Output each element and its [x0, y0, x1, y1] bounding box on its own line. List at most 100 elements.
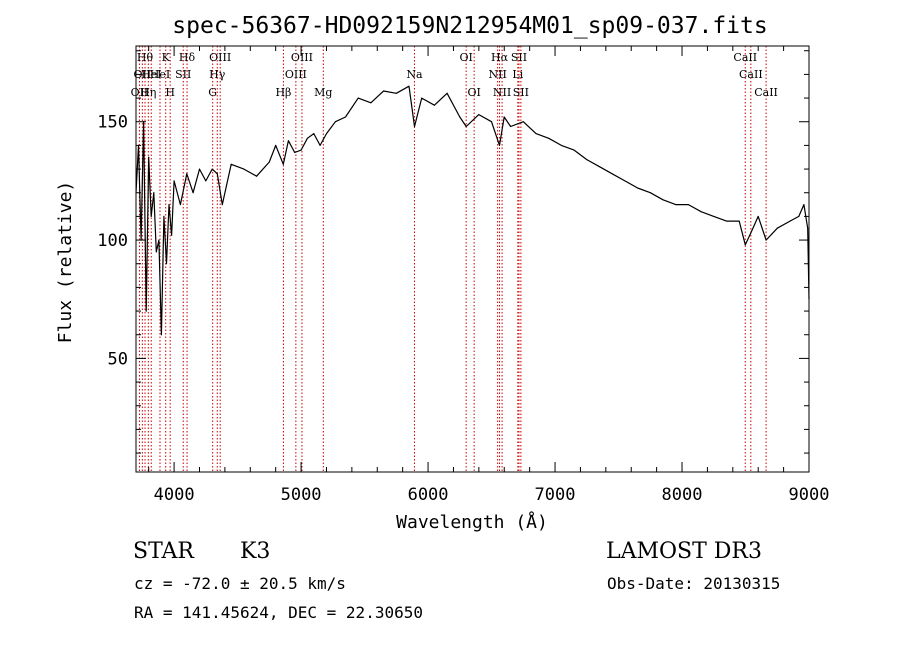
- line-marker-label-28: CaII: [754, 86, 778, 99]
- line-marker-label-26: CaII: [733, 51, 757, 64]
- axis-ticks: [136, 46, 810, 472]
- data-point-74: [750, 232, 752, 234]
- data-point-36: [326, 133, 327, 135]
- data-point-19: [199, 168, 200, 170]
- survey-name: LAMOST DR3: [606, 539, 762, 564]
- series-flux: [135, 85, 810, 336]
- data-point-41: [383, 90, 385, 92]
- line-marker-labels: OIIOIIHθHηHeIHeIKHSIIHδGHγOIIIHβOIIIOIII…: [131, 51, 778, 99]
- data-point-9: [158, 239, 160, 241]
- line-marker-label-8: SII: [175, 68, 191, 81]
- line-marker-label-21: Hα: [491, 51, 509, 64]
- data-point-38: [345, 116, 346, 118]
- data-point-44: [414, 126, 415, 127]
- data-point-26: [256, 175, 258, 177]
- data-point-78: [789, 220, 791, 222]
- line-marker-label-7: H: [165, 86, 175, 99]
- data-point-29: [282, 163, 284, 165]
- data-point-27: [268, 161, 270, 163]
- data-point-55: [522, 121, 524, 123]
- redshift-velocity: cz = -72.0 ± 20.5 km/s: [134, 574, 346, 593]
- line-marker-label-15: OIII: [291, 51, 313, 64]
- data-point-43: [408, 85, 410, 87]
- data-point-14: [171, 234, 173, 236]
- y-tick-label-1: 100: [97, 231, 128, 251]
- data-point-52: [499, 144, 500, 146]
- line-marker-label-18: OI: [459, 51, 472, 64]
- line-marker-label-2: Hθ: [137, 51, 154, 64]
- data-point-63: [624, 180, 626, 182]
- data-point-58: [560, 144, 562, 146]
- line-marker-label-16: Mg: [314, 86, 332, 99]
- line-marker-label-9: Hδ: [179, 51, 196, 64]
- line-marker-label-12: OIII: [209, 51, 231, 64]
- line-marker-label-13: Hβ: [275, 86, 291, 99]
- data-point-76: [765, 239, 767, 241]
- data-point-21: [211, 168, 213, 170]
- ra-dec-coordinates: RA = 141.45624, DEC = 22.30650: [134, 603, 423, 622]
- observation-date: Obs-Date: 20130315: [607, 574, 781, 593]
- data-point-13: [168, 204, 170, 206]
- data-point-5: [148, 156, 150, 158]
- data-point-59: [573, 149, 575, 151]
- line-marker-label-1: OII: [133, 68, 151, 81]
- data-point-15: [173, 180, 175, 182]
- data-point-32: [300, 149, 302, 151]
- data-point-64: [637, 187, 639, 189]
- line-marker-label-24: SII: [511, 51, 527, 64]
- data-point-70: [713, 215, 715, 217]
- data-point-12: [166, 263, 167, 265]
- x-tick-label-4: 8000: [662, 485, 703, 505]
- data-point-7: [153, 192, 155, 194]
- data-point-37: [334, 121, 336, 123]
- data-point-11: [163, 215, 165, 217]
- x-axis-label: Wavelength (Å): [396, 511, 548, 533]
- data-point-34: [313, 133, 315, 135]
- data-point-69: [700, 211, 702, 213]
- line-marker-label-17: Na: [406, 68, 423, 81]
- data-point-23: [221, 204, 223, 206]
- x-tick-label-0: 4000: [154, 485, 195, 505]
- data-point-73: [744, 244, 746, 246]
- data-point-54: [510, 126, 512, 127]
- data-point-75: [757, 215, 759, 217]
- data-point-49: [465, 126, 467, 127]
- data-point-65: [649, 192, 651, 194]
- data-point-67: [675, 204, 677, 206]
- line-marker-label-6: K: [162, 51, 171, 64]
- data-point-30: [287, 140, 289, 142]
- data-point-81: [807, 227, 809, 229]
- data-point-40: [370, 102, 372, 104]
- line-marker-label-5: HeI: [150, 68, 170, 81]
- data-point-46: [433, 104, 435, 106]
- data-point-60: [586, 159, 588, 161]
- data-point-71: [726, 220, 727, 222]
- data-point-80: [803, 204, 805, 206]
- line-marker-label-20: NII: [488, 68, 506, 81]
- data-point-61: [599, 166, 600, 168]
- data-point-33: [306, 137, 308, 139]
- x-tick-label-3: 7000: [535, 485, 576, 505]
- data-point-31: [294, 152, 296, 153]
- line-marker-label-19: OI: [467, 86, 480, 99]
- data-point-79: [798, 215, 800, 217]
- data-point-72: [738, 220, 740, 222]
- x-tick-label-5: 9000: [789, 485, 830, 505]
- chart-title: spec-56367-HD092159N212954M01_sp09-037.f…: [172, 13, 767, 39]
- y-axis-label: Flux (relative): [55, 181, 76, 344]
- axis-labels: 4000 5000 6000 7000 8000 9000 50 100 150: [97, 113, 829, 505]
- object-subclass: K3: [240, 539, 271, 564]
- data-point-35: [319, 144, 321, 146]
- data-point-17: [186, 173, 188, 175]
- y-tick-label-2: 150: [97, 113, 128, 133]
- line-marker-label-14: OIII: [285, 68, 307, 81]
- line-marker-label-25: SII: [513, 86, 529, 99]
- data-point-51: [491, 121, 492, 123]
- data-point-66: [662, 199, 664, 201]
- data-point-28: [275, 144, 277, 146]
- data-point-62: [611, 173, 613, 175]
- x-tick-label-1: 5000: [281, 485, 322, 505]
- line-marker-label-22: NII: [493, 86, 511, 99]
- plot-frame: [135, 45, 810, 473]
